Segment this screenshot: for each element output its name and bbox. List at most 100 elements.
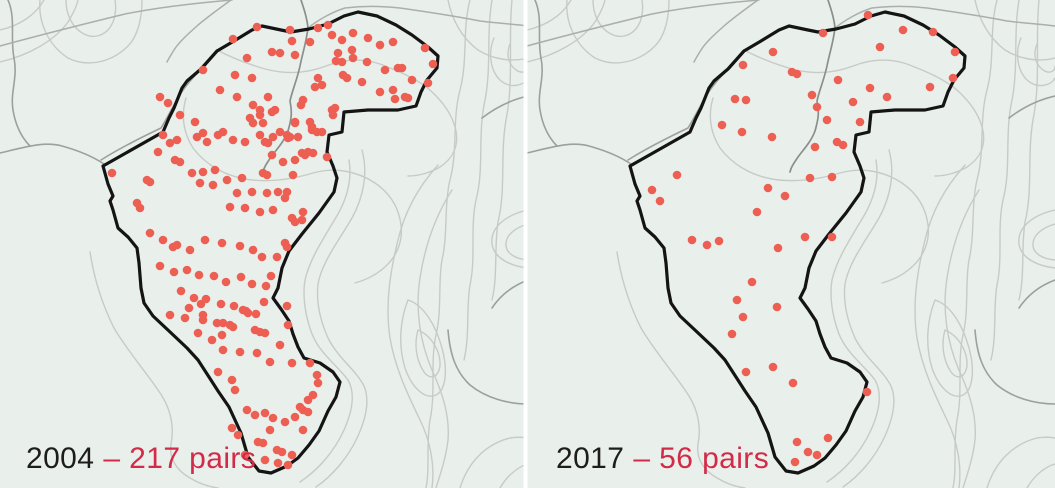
- pair-dot: [155, 261, 165, 271]
- pair-dot: [266, 271, 276, 281]
- pair-dot: [730, 94, 740, 104]
- pair-dot: [237, 173, 247, 183]
- pair-dot: [307, 122, 317, 132]
- pair-dot: [293, 132, 303, 142]
- pair-dot: [158, 130, 168, 140]
- year-text: 2017: [556, 442, 625, 475]
- pair-dot: [228, 34, 238, 44]
- pair-dot: [647, 185, 657, 195]
- pair-dot: [257, 252, 267, 262]
- pair-dot: [145, 228, 155, 238]
- pair-dot: [277, 447, 287, 457]
- pair-dot: [773, 243, 783, 253]
- pair-dot: [229, 301, 239, 311]
- pair-dot: [155, 92, 165, 102]
- pair-dot: [267, 150, 277, 160]
- pair-dot: [230, 385, 240, 395]
- pair-dot: [312, 370, 322, 380]
- pair-dot: [262, 188, 272, 198]
- pair-dot: [285, 25, 295, 35]
- pair-dot: [153, 147, 163, 157]
- pair-dot: [236, 272, 246, 282]
- pair-dot: [228, 135, 238, 145]
- pair-dot: [818, 28, 828, 38]
- pair-dot: [180, 313, 190, 323]
- pair-dot: [780, 191, 790, 201]
- pair-dot: [792, 437, 802, 447]
- pair-dot: [260, 328, 270, 338]
- pair-dot: [195, 178, 205, 188]
- pair-dot: [243, 308, 253, 318]
- pair-dot: [407, 75, 417, 85]
- pair-dot: [263, 138, 273, 148]
- pair-dot: [215, 85, 225, 95]
- pair-dot: [196, 299, 206, 309]
- pair-dot: [273, 187, 283, 197]
- pair-dot: [225, 320, 235, 330]
- pair-dot: [275, 127, 285, 137]
- pair-dot: [251, 309, 261, 319]
- pair-dot: [788, 378, 798, 388]
- pair-dot: [388, 37, 398, 47]
- pair-dot: [182, 265, 192, 275]
- pair-dot: [265, 357, 275, 367]
- pair-dot: [290, 118, 300, 128]
- pair-dot: [282, 242, 292, 252]
- pair-dot: [863, 10, 873, 20]
- pair-dot: [273, 458, 283, 468]
- pair-dot: [176, 286, 186, 296]
- pair-dot: [259, 297, 269, 307]
- pair-dot: [925, 82, 935, 92]
- pair-dot: [278, 157, 288, 167]
- pair-dot: [328, 110, 338, 120]
- breeding-pair-dots-2017: [647, 10, 960, 467]
- pair-dot: [747, 277, 757, 287]
- pair-dot: [423, 78, 433, 88]
- pair-dot: [268, 205, 278, 215]
- pair-dot: [268, 413, 278, 423]
- pair-dot: [428, 59, 438, 69]
- pair-dot: [805, 173, 815, 183]
- pair-dot: [135, 203, 145, 213]
- pair-dot: [175, 110, 185, 120]
- pair-dot: [272, 252, 282, 262]
- pair-dot: [333, 48, 343, 58]
- pair-dot: [388, 85, 398, 95]
- pair-dot: [305, 37, 315, 47]
- pair-dot: [262, 170, 272, 180]
- pair-dot: [233, 430, 243, 440]
- pair-dot: [822, 115, 832, 125]
- pair-dot: [275, 48, 285, 58]
- pair-dot: [200, 235, 210, 245]
- pair-dot: [290, 412, 300, 422]
- pair-dot: [812, 450, 822, 460]
- pair-dot: [263, 92, 273, 102]
- pair-dot: [267, 107, 277, 117]
- pair-count-text: – 217 pairs: [103, 442, 257, 475]
- pair-dot: [165, 138, 175, 148]
- pair-dot: [198, 315, 208, 325]
- pair-dot: [185, 245, 195, 255]
- pair-dot: [230, 70, 240, 80]
- pair-dot: [247, 73, 257, 83]
- pair-dot: [218, 345, 228, 355]
- year-text: 2004: [26, 442, 95, 475]
- pair-dot: [752, 207, 762, 217]
- pair-dot: [209, 271, 219, 281]
- breeding-pair-dots-2004: [107, 20, 438, 470]
- pair-dot: [303, 407, 313, 417]
- pair-dot: [827, 172, 837, 182]
- pair-dot: [290, 217, 300, 227]
- pair-dot: [882, 92, 892, 102]
- pair-dot: [287, 358, 297, 368]
- pair-dot: [222, 175, 232, 185]
- pair-dot: [288, 170, 298, 180]
- pair-dot: [252, 348, 262, 358]
- pair-dot: [242, 405, 252, 415]
- pair-dot: [193, 328, 203, 338]
- pair-dot: [296, 100, 306, 110]
- pair-dot: [865, 83, 875, 93]
- pair-dot: [330, 103, 340, 113]
- pair-dot: [763, 183, 773, 193]
- pair-dot: [282, 130, 292, 140]
